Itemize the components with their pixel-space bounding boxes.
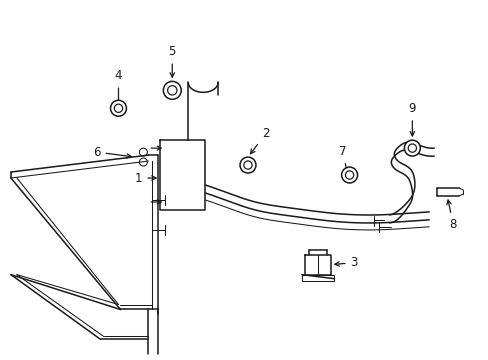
Circle shape [163,81,181,99]
Text: 6: 6 [93,145,131,159]
Text: 8: 8 [446,200,456,231]
Circle shape [404,140,420,156]
Circle shape [110,100,126,116]
Text: 9: 9 [408,102,415,136]
Circle shape [341,167,357,183]
Text: 3: 3 [334,256,357,269]
Text: 7: 7 [338,145,349,179]
Text: 5: 5 [168,45,176,77]
Text: 2: 2 [250,127,269,154]
Circle shape [240,157,255,173]
Text: 4: 4 [115,69,122,112]
Text: 1: 1 [135,171,156,185]
